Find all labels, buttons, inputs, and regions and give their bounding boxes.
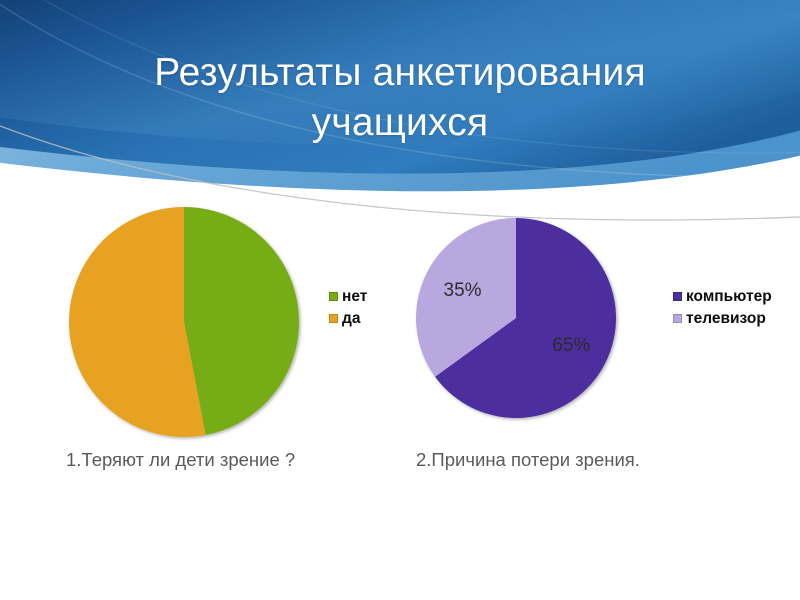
pie-slice-da	[68, 207, 206, 437]
pie-one-graphic	[68, 207, 299, 437]
legend-label-net: нет	[342, 288, 368, 305]
caption-chart-one: 1.Теряют ли дети зрение ?	[66, 449, 296, 470]
legend-swatch-computer	[673, 292, 682, 301]
title-line-2: учащихся	[311, 101, 489, 144]
legend-label-da: да	[342, 310, 361, 327]
legend-chart-two: компьютер телевизор	[673, 286, 772, 330]
legend-label-tv: телевизор	[686, 310, 766, 327]
pie-slice-computer	[435, 218, 616, 418]
legend-item-computer[interactable]: компьютер	[673, 286, 772, 307]
legend-item-tv[interactable]: телевизор	[673, 308, 772, 329]
legend-chart-one: нет да	[329, 286, 367, 330]
legend-swatch-net	[329, 292, 338, 301]
pie-slice-tv	[416, 218, 516, 377]
legend-item-net[interactable]: нет	[329, 286, 367, 307]
pie-one-slices	[68, 207, 299, 437]
caption-chart-two: 2.Причина потери зрения.	[416, 449, 640, 470]
pie-two-slices	[416, 218, 616, 418]
pie-chart-vision-loss: нет да	[52, 198, 412, 448]
legend-label-computer: компьютер	[686, 288, 772, 305]
data-label-computer: 65%	[552, 335, 590, 356]
legend-swatch-da	[329, 314, 338, 323]
data-label-tv: 35%	[444, 280, 482, 301]
chart-captions: 1.Теряют ли дети зрение ? 2.Причина поте…	[0, 449, 800, 479]
pie-slice-net	[184, 207, 299, 435]
legend-swatch-tv	[673, 314, 682, 323]
title-line-1: Результаты анкетирования	[154, 51, 646, 94]
pie-two-graphic: 65% 35%	[416, 218, 616, 418]
pie-chart-cause: 65% 35% компьютер телевизор	[408, 208, 800, 438]
legend-item-da[interactable]: да	[329, 308, 367, 329]
page-title: Результаты анкетирования учащихся	[0, 48, 800, 148]
